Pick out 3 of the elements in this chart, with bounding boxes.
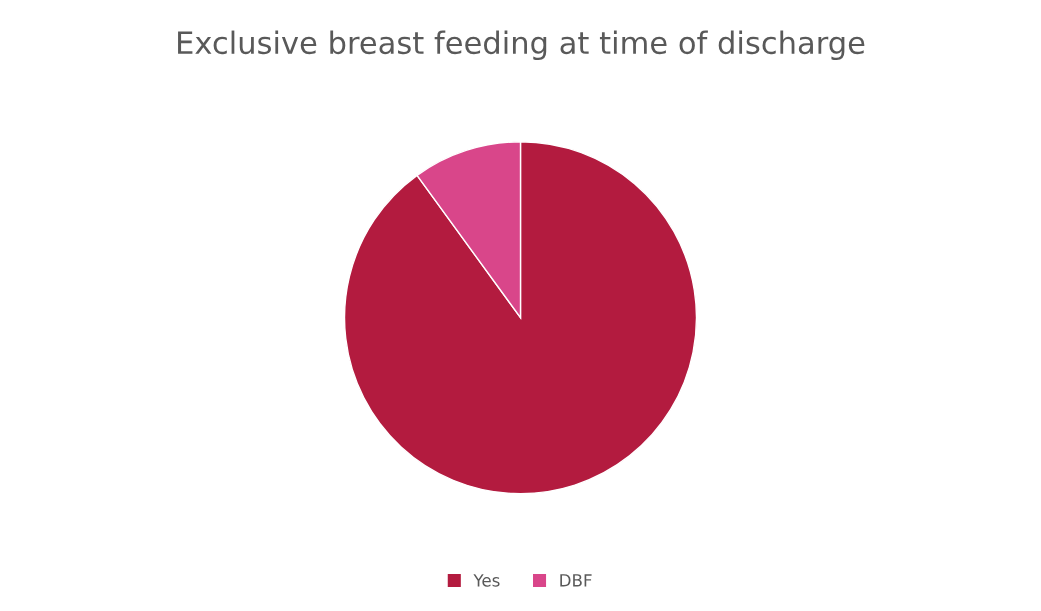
- legend-label: Yes: [473, 574, 500, 587]
- legend-label: DBF: [560, 574, 592, 587]
- chart-title: Exclusive breast feeding at time of discharge: [178, 30, 865, 61]
